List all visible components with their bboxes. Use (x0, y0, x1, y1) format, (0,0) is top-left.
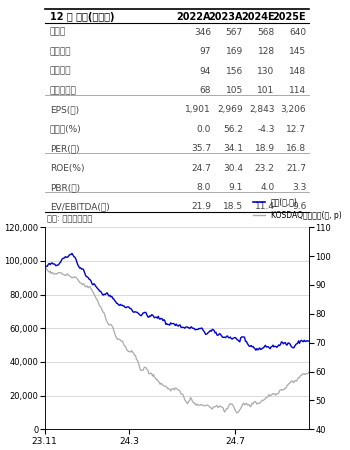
Text: 18.5: 18.5 (223, 202, 243, 211)
Text: 148: 148 (289, 67, 306, 76)
Text: 9.1: 9.1 (229, 183, 243, 192)
Text: 2,843: 2,843 (249, 105, 275, 114)
Text: 568: 568 (257, 28, 275, 37)
Text: 97: 97 (199, 47, 211, 56)
Text: ROE(%): ROE(%) (50, 163, 84, 172)
Text: EPS(원): EPS(원) (50, 105, 79, 114)
Text: 346: 346 (194, 28, 211, 37)
Text: 3.3: 3.3 (292, 183, 306, 192)
Text: 0.0: 0.0 (197, 125, 211, 134)
Text: 2023A: 2023A (208, 12, 243, 22)
Text: PBR(배): PBR(배) (50, 183, 80, 192)
Text: 21.7: 21.7 (286, 163, 306, 172)
Text: 640: 640 (289, 28, 306, 37)
Text: 12 월 결산(십억원): 12 월 결산(십억원) (50, 12, 114, 22)
Text: EV/EBITDA(배): EV/EBITDA(배) (50, 202, 110, 211)
Text: PER(배): PER(배) (50, 144, 79, 153)
Text: 3,206: 3,206 (281, 105, 306, 114)
Text: 1,901: 1,901 (186, 105, 211, 114)
Text: 12.7: 12.7 (286, 125, 306, 134)
Text: 24.7: 24.7 (191, 163, 211, 172)
Text: 세전손익: 세전손익 (50, 67, 71, 76)
Text: 2022A: 2022A (177, 12, 211, 22)
Legend: 주가(좌,원), KOSDAQ지수대비(우, p): 주가(좌,원), KOSDAQ지수대비(우, p) (250, 195, 345, 223)
Text: 114: 114 (289, 86, 306, 95)
Text: 101: 101 (257, 86, 275, 95)
Text: 11.4: 11.4 (254, 202, 275, 211)
Text: 4.0: 4.0 (260, 183, 275, 192)
Text: 567: 567 (226, 28, 243, 37)
Text: 2025E: 2025E (273, 12, 306, 22)
Text: -4.3: -4.3 (257, 125, 275, 134)
Text: 94: 94 (200, 67, 211, 76)
Text: 169: 169 (226, 47, 243, 56)
Text: 16.8: 16.8 (286, 144, 306, 153)
Text: 68: 68 (199, 86, 211, 95)
Text: 8.0: 8.0 (197, 183, 211, 192)
Text: 35.7: 35.7 (191, 144, 211, 153)
Text: 34.1: 34.1 (223, 144, 243, 153)
Text: 당기순이익: 당기순이익 (50, 86, 77, 95)
Text: 23.2: 23.2 (255, 163, 275, 172)
Text: 증감률(%): 증감률(%) (50, 125, 82, 134)
Text: 128: 128 (258, 47, 275, 56)
Text: 9.6: 9.6 (292, 202, 306, 211)
Text: 21.9: 21.9 (191, 202, 211, 211)
Text: 영업이익: 영업이익 (50, 47, 71, 56)
Text: 56.2: 56.2 (223, 125, 243, 134)
Text: 105: 105 (226, 86, 243, 95)
Text: 156: 156 (226, 67, 243, 76)
Text: 2,969: 2,969 (217, 105, 243, 114)
Text: 매출액: 매출액 (50, 28, 66, 37)
Text: 145: 145 (289, 47, 306, 56)
Text: 130: 130 (257, 67, 275, 76)
Text: 18.9: 18.9 (254, 144, 275, 153)
Text: 자료: 유진투자증권: 자료: 유진투자증권 (47, 214, 92, 223)
Text: 30.4: 30.4 (223, 163, 243, 172)
Text: 2024E: 2024E (241, 12, 275, 22)
